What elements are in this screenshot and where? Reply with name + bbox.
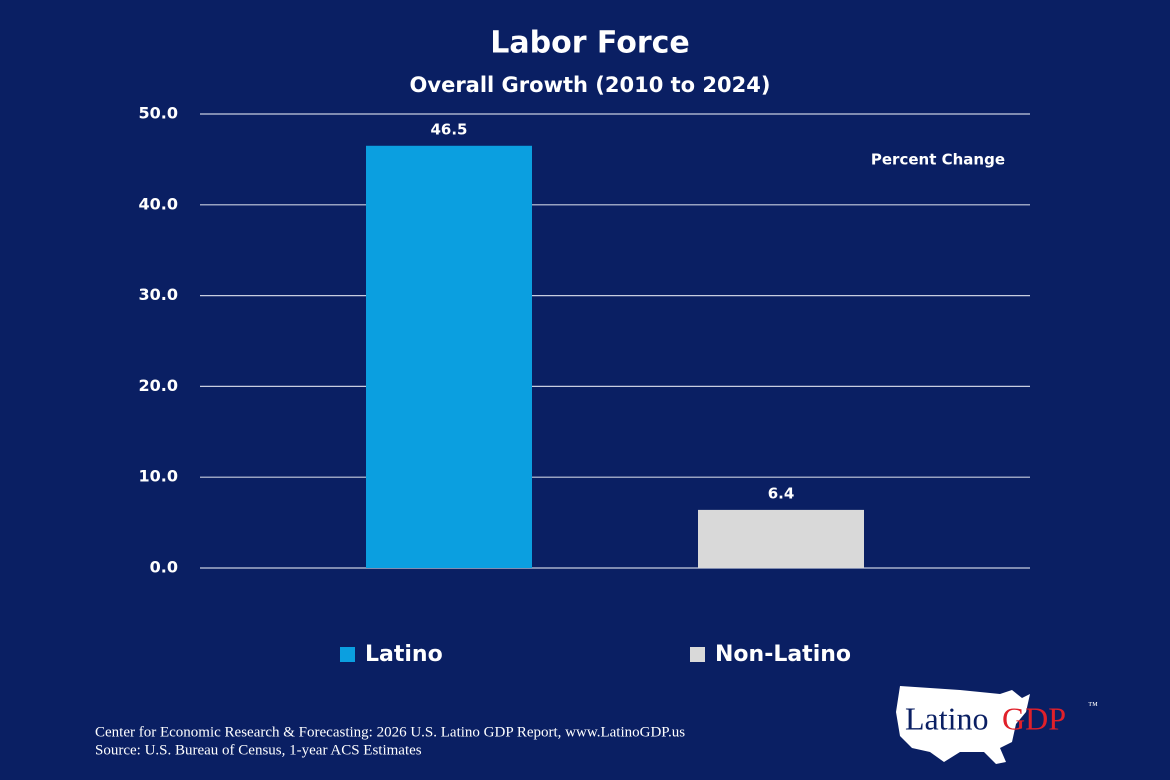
- logo-mark: ™: [1088, 700, 1098, 711]
- legend-swatch: [340, 647, 355, 662]
- y-tick-label: 50.0: [139, 104, 178, 123]
- legend-label: Non-Latino: [715, 642, 851, 667]
- chart-title: Labor Force: [490, 26, 690, 61]
- y-tick-label: 30.0: [139, 285, 178, 304]
- logo-text: Latino: [905, 700, 989, 736]
- y-tick-label: 20.0: [139, 376, 178, 395]
- logo-text: GDP: [1002, 700, 1066, 736]
- annotation: Percent Change: [871, 151, 1005, 169]
- y-tick-label: 40.0: [139, 194, 178, 213]
- bar: [366, 145, 532, 568]
- y-tick-label: 10.0: [139, 467, 178, 486]
- chart-subtitle: Overall Growth (2010 to 2024): [410, 73, 771, 97]
- legend-swatch: [690, 647, 705, 662]
- legend-label: Latino: [365, 642, 443, 667]
- footnote: Center for Economic Research & Forecasti…: [95, 724, 685, 740]
- bar: [698, 509, 864, 568]
- y-tick-label: 0.0: [150, 558, 178, 577]
- footnote: Source: U.S. Bureau of Census, 1-year AC…: [95, 742, 422, 758]
- data-label: 6.4: [768, 484, 795, 502]
- logo-map: [896, 686, 1030, 764]
- data-label: 46.5: [430, 120, 467, 138]
- logo: Latino GDP ™: [896, 686, 1098, 764]
